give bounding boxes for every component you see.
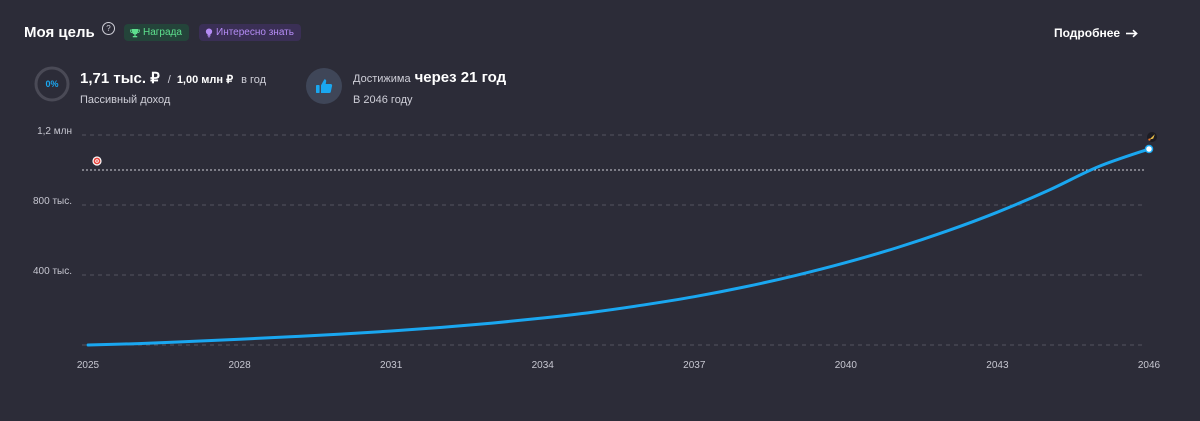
reach-year: В 2046 году	[353, 94, 413, 106]
award-badge-label: Награда	[143, 27, 182, 38]
progress-ring	[34, 66, 70, 102]
y-tick-label: 1,2 млн	[37, 126, 72, 137]
y-tick-label: 800 тыс.	[33, 196, 72, 207]
page-title: Моя цель	[24, 24, 95, 41]
x-tick-label: 2040	[835, 360, 858, 371]
progress-percent: 0%	[45, 79, 59, 89]
x-tick-label: 2025	[77, 360, 100, 371]
income-label: Пассивный доход	[80, 94, 171, 106]
x-tick-label: 2046	[1138, 360, 1161, 371]
lightbulb-icon	[205, 28, 213, 37]
reach-value: через 21 год	[414, 69, 507, 86]
interesting-badge-label: Интересно знать	[216, 27, 294, 38]
income-summary: 1,71 тыс. ₽ / 1,00 млн ₽ в год	[80, 69, 266, 87]
end-point	[1144, 144, 1154, 154]
reach-label: Достижима	[353, 73, 411, 85]
help-icon[interactable]: ?	[102, 22, 115, 35]
thumbs-up-icon	[316, 79, 333, 93]
series-line	[86, 147, 1151, 347]
award-badge[interactable]: Награда	[124, 24, 189, 41]
x-tick-label: 2043	[986, 360, 1009, 371]
x-tick-label: 2037	[683, 360, 706, 371]
x-tick-label: 2031	[380, 360, 403, 371]
target-icon-center	[96, 160, 98, 162]
more-link-label: Подробнее	[1054, 26, 1121, 40]
income-current: 1,71 тыс. ₽	[80, 70, 160, 87]
arrow-right-icon	[1126, 29, 1138, 37]
income-separator: /	[167, 74, 171, 86]
x-tick-label: 2028	[228, 360, 251, 371]
rocket-icon-body	[1149, 134, 1155, 140]
income-target: 1,00 млн ₽	[176, 74, 234, 86]
reachable-indicator	[306, 68, 342, 104]
income-period: в год	[241, 74, 267, 86]
reach-summary: Достижима через 21 год	[353, 69, 506, 86]
interesting-badge[interactable]: Интересно знать	[199, 24, 301, 41]
rocket-icon-flame	[1148, 138, 1151, 141]
x-tick-label: 2034	[532, 360, 555, 371]
more-link[interactable]: Подробнее	[1054, 26, 1138, 40]
y-tick-label: 400 тыс.	[33, 266, 72, 277]
trophy-icon	[130, 28, 140, 37]
rocket-icon	[1147, 132, 1157, 142]
